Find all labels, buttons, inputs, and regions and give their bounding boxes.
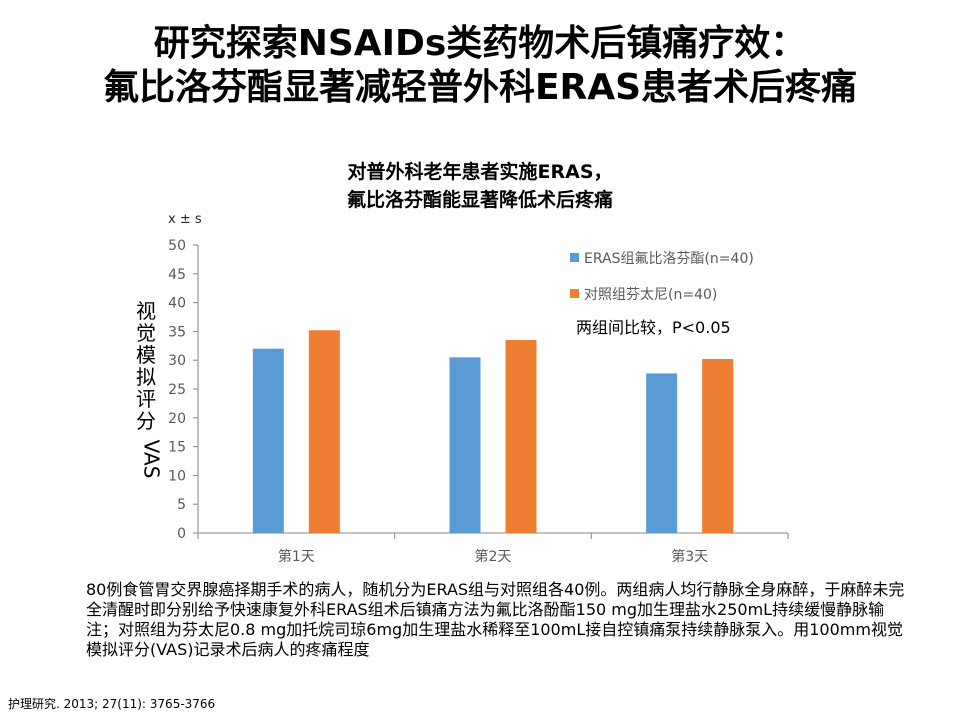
y-tick-label: 30: [168, 353, 186, 369]
significance-annotation: 两组间比较，P<0.05: [576, 318, 731, 337]
y-tick-label: 15: [168, 440, 186, 456]
slide-title-line-1: 研究探索NSAIDs类药物术后镇痛疗效：: [153, 23, 807, 64]
legend-swatch: [570, 289, 579, 298]
chart-title-line-2: 氟比洛芬酯能显著降低术后疼痛: [346, 189, 613, 211]
legend-label: 对照组芬太尼(n=40): [584, 287, 717, 303]
y-tick-label: 20: [168, 411, 186, 427]
y-tick-label: 35: [168, 324, 186, 340]
study-description: 80例食管胃交界腺癌择期手术的病人，随机分为ERAS组与对照组各40例。两组病人…: [86, 580, 905, 659]
x-tick-label: 第3天: [671, 548, 708, 565]
y-tick-label: 45: [168, 267, 186, 283]
y-tick-label: 0: [177, 526, 186, 542]
x-tick-label: 第1天: [278, 548, 315, 565]
y-tick-label: 40: [168, 296, 186, 312]
y-axis-label-char: 评: [136, 387, 156, 411]
bar: [646, 373, 678, 533]
slide-title-line-2: 氟比洛芬酯显著减轻普外科ERAS患者术后疼痛: [102, 67, 858, 108]
y-axis-label-char: 拟: [136, 365, 156, 389]
bar: [449, 357, 481, 533]
y-tick-label: 5: [177, 497, 186, 513]
bar: [252, 348, 284, 533]
bar: [505, 340, 537, 533]
citation: 护理研究. 2013; 27(11): 3765-3766: [8, 697, 216, 711]
y-tick-label: 10: [168, 468, 186, 484]
bar: [308, 330, 340, 533]
y-axis-label-char: 模: [136, 343, 156, 367]
y-axis-label-char: 觉: [136, 321, 156, 345]
y-axis-label: 视觉模拟评分 VAS: [132, 299, 163, 478]
y-axis-label-char: 视: [136, 299, 156, 323]
y-tick-label: 25: [168, 382, 186, 398]
chart-title-line-1: 对普外科老年患者实施ERAS，: [347, 161, 613, 183]
legend-swatch: [570, 253, 579, 262]
y-tick-label: 50: [168, 238, 186, 254]
y-axis-label-char: 分: [136, 409, 156, 433]
mean-sd-label: x ± s: [168, 212, 202, 227]
legend-label: ERAS组氟比洛芬酯(n=40): [584, 251, 754, 267]
bar: [702, 359, 734, 533]
x-tick-label: 第2天: [475, 548, 512, 565]
